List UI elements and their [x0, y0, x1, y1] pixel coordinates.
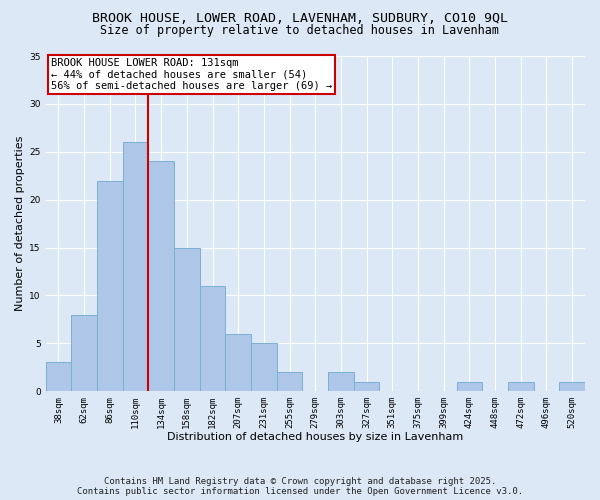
Bar — [71, 314, 97, 391]
Bar — [251, 344, 277, 391]
Bar — [328, 372, 354, 391]
Bar — [226, 334, 251, 391]
Text: Contains HM Land Registry data © Crown copyright and database right 2025.
Contai: Contains HM Land Registry data © Crown c… — [77, 476, 523, 496]
X-axis label: Distribution of detached houses by size in Lavenham: Distribution of detached houses by size … — [167, 432, 463, 442]
Bar — [354, 382, 379, 391]
Bar — [97, 180, 122, 391]
Text: Size of property relative to detached houses in Lavenham: Size of property relative to detached ho… — [101, 24, 499, 37]
Bar — [174, 248, 200, 391]
Bar — [200, 286, 226, 391]
Bar — [457, 382, 482, 391]
Text: BROOK HOUSE LOWER ROAD: 131sqm
← 44% of detached houses are smaller (54)
56% of : BROOK HOUSE LOWER ROAD: 131sqm ← 44% of … — [51, 58, 332, 91]
Bar — [122, 142, 148, 391]
Bar — [277, 372, 302, 391]
Bar — [148, 162, 174, 391]
Bar — [559, 382, 585, 391]
Text: BROOK HOUSE, LOWER ROAD, LAVENHAM, SUDBURY, CO10 9QL: BROOK HOUSE, LOWER ROAD, LAVENHAM, SUDBU… — [92, 12, 508, 26]
Bar — [508, 382, 533, 391]
Y-axis label: Number of detached properties: Number of detached properties — [15, 136, 25, 312]
Bar — [46, 362, 71, 391]
